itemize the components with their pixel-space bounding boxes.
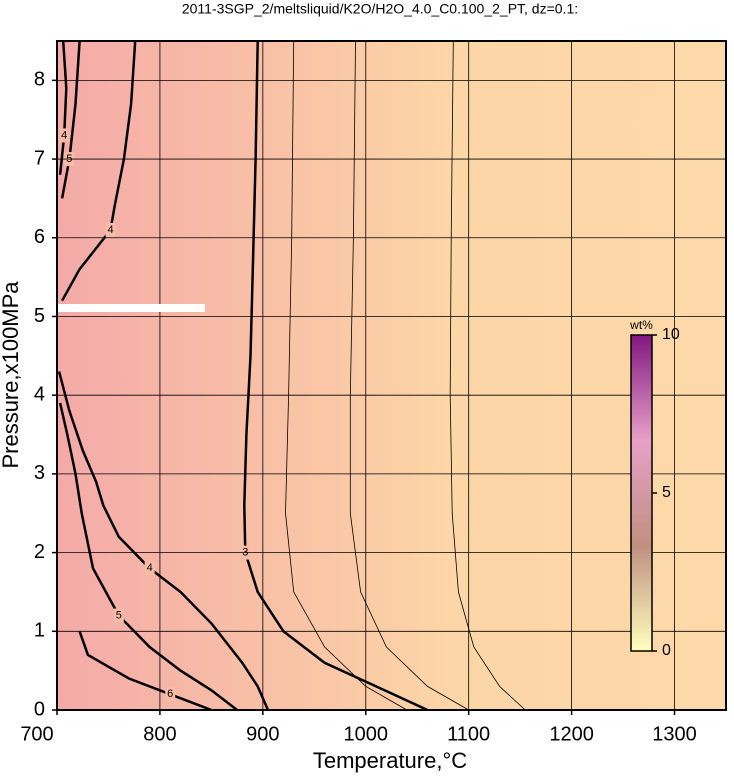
x-tick-label: 1300: [652, 723, 697, 745]
y-tick-label: 1: [34, 620, 45, 642]
contour-line-bold: [243, 40, 429, 712]
colorbar: 0 5 10 wt%: [629, 318, 680, 659]
y-tick-label: 7: [34, 147, 45, 169]
x-axis-label: Temperature,°C: [313, 748, 467, 773]
contour-label: 5: [116, 609, 122, 621]
contour-label-bg: [59, 128, 70, 143]
contour-line-bold: [60, 40, 81, 199]
y-tick-label: 2: [34, 541, 45, 563]
contour-label: 6: [167, 688, 173, 700]
blank-band: [57, 304, 205, 312]
y-tick-label: 4: [34, 383, 45, 405]
plot-frame: [56, 40, 727, 711]
contour-label-bg: [165, 687, 176, 702]
x-tick-label: 800: [143, 723, 176, 745]
y-tick-label: 0: [34, 698, 45, 720]
y-tick-label: 8: [34, 69, 45, 91]
contour-label: 4: [107, 224, 113, 236]
contour-label-bg: [113, 608, 124, 623]
plot-background: [57, 41, 726, 710]
chart-title: 2011-3SGP_2/meltsliquid/K2O/H2O_4.0_C0.1…: [182, 1, 578, 17]
contour-line-bold: [58, 40, 68, 175]
contour-line-bold: [61, 40, 137, 302]
x-tick-label: 900: [246, 723, 279, 745]
contour-line-bold: [78, 630, 212, 712]
y-tick-label: 3: [34, 462, 45, 484]
contour-line-bold: [58, 402, 238, 711]
contour-label-bg: [144, 561, 155, 576]
colorbar-tick-label: 0: [662, 642, 671, 659]
colorbar-scale: [630, 334, 653, 652]
colorbar-label: wt%: [629, 318, 653, 332]
y-axis-label: Pressure,x100MPa: [0, 281, 23, 469]
colorbar-tick-label: 10: [662, 326, 680, 343]
contour-label-bg: [105, 222, 116, 237]
x-tick-label: 1200: [549, 723, 594, 745]
x-tick-label: 700: [20, 723, 53, 745]
y-tick-label: 6: [34, 226, 45, 248]
x-tick-label: 1000: [344, 723, 389, 745]
y-tick-label: 5: [34, 305, 45, 327]
colorbar-tick-label: 5: [662, 484, 671, 501]
contour-label: 4: [61, 129, 67, 141]
contour-label: 4: [147, 562, 153, 574]
x-tick-label: 1100: [447, 723, 490, 745]
